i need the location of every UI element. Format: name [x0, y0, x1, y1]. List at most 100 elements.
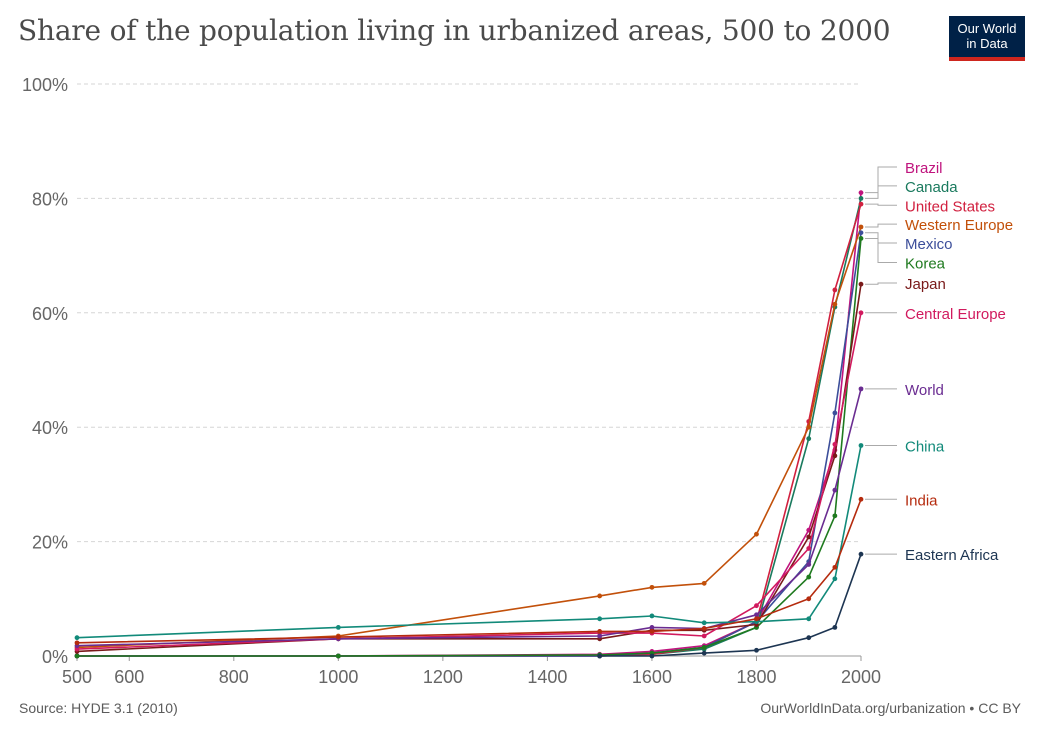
logo-line-1: Our World: [957, 21, 1017, 36]
data-point: [832, 513, 838, 519]
series-line-brazil: [77, 192, 862, 657]
data-point: [806, 534, 812, 540]
data-point: [701, 633, 707, 639]
data-point: [806, 635, 812, 641]
series-world: [74, 386, 864, 649]
data-point: [335, 634, 341, 640]
x-axis: 500 600 800 1000 1200 1400 1600 1800 2000: [62, 655, 881, 687]
label-connectors: [865, 166, 897, 555]
connector-western-europe: [865, 223, 897, 228]
series-line-mexico: [77, 232, 862, 657]
data-point: [649, 653, 655, 659]
series-labels: Brazil Canada United States Western Europe M…: [905, 160, 1013, 564]
data-point: [858, 386, 864, 392]
series-eastern-africa: [597, 551, 864, 659]
y-tick-label: 80%: [32, 189, 68, 209]
data-point: [806, 616, 812, 622]
data-point: [858, 310, 864, 316]
owid-logo[interactable]: Our World in Data: [949, 16, 1025, 61]
data-point: [806, 546, 812, 551]
grid-lines: [77, 83, 861, 543]
data-point: [597, 616, 603, 622]
data-point: [701, 620, 707, 626]
x-tick-label: 500: [62, 667, 92, 687]
x-tick-label: 1600: [632, 667, 672, 687]
data-point: [74, 640, 80, 646]
series-label-korea: Korea: [905, 255, 946, 272]
series-label-central-europe: Central Europe: [905, 306, 1006, 323]
data-point: [701, 580, 707, 586]
data-point: [754, 647, 759, 653]
data-point: [754, 612, 759, 618]
x-tick-label: 800: [219, 667, 249, 687]
data-point: [832, 564, 838, 570]
series-line-western-europe: [76, 226, 862, 649]
data-point: [754, 531, 759, 537]
x-tick-label: 1400: [527, 667, 567, 687]
y-tick-label: 20%: [32, 533, 68, 553]
series-western-europe: [74, 224, 864, 650]
x-tick-label: 1800: [736, 667, 776, 687]
series-label-japan: Japan: [905, 276, 946, 293]
credit-link[interactable]: OurWorldInData.org/urbanization • CC BY: [760, 700, 1021, 716]
x-tick-label: 1200: [423, 667, 463, 687]
data-point: [701, 650, 707, 656]
data-point: [858, 201, 864, 207]
data-point: [858, 443, 864, 448]
data-point: [335, 625, 341, 630]
data-point: [74, 653, 80, 659]
data-point: [832, 576, 838, 582]
data-point: [858, 496, 864, 502]
data-point: [597, 653, 603, 659]
series-central-europe: [74, 310, 864, 652]
data-point: [597, 633, 603, 639]
data-point: [832, 441, 838, 447]
series-label-world: World: [905, 382, 944, 399]
series-label-canada: Canada: [905, 179, 958, 196]
data-point: [832, 410, 838, 416]
series-label-eastern-africa: Eastern Africa: [905, 547, 999, 564]
series-line-eastern-africa: [599, 553, 862, 657]
x-tick-label: 1000: [318, 667, 358, 687]
y-tick-label: 0%: [42, 647, 68, 667]
data-point: [701, 645, 707, 650]
data-point: [858, 196, 864, 201]
series-japan: [74, 281, 864, 654]
series-label-mexico: Mexico: [905, 236, 953, 253]
series-united-states: [74, 201, 864, 659]
series-mexico: [74, 230, 864, 659]
data-point: [74, 646, 80, 652]
data-point: [74, 635, 80, 641]
data-point: [597, 593, 603, 599]
data-point: [806, 424, 812, 430]
data-point: [858, 551, 864, 557]
chart-title: Share of the population living in urbani…: [18, 14, 891, 47]
data-point: [858, 230, 864, 236]
data-point: [832, 625, 838, 630]
data-point: [649, 613, 655, 619]
data-point: [649, 584, 655, 590]
series-brazil: [74, 190, 864, 659]
series-korea: [74, 236, 864, 659]
series-label-india: India: [905, 492, 938, 509]
data-point: [649, 629, 655, 634]
data-point: [806, 574, 812, 580]
connector-mexico: [865, 232, 897, 244]
series-label-united-states: United States: [905, 198, 995, 215]
connector-japan: [865, 282, 897, 285]
data-point: [806, 562, 812, 567]
series-line-central-europe: [76, 312, 862, 650]
y-tick-label: 100%: [22, 75, 68, 95]
data-point: [858, 190, 864, 196]
y-tick-label: 40%: [32, 418, 68, 438]
series-line-india: [76, 499, 862, 644]
data-point: [858, 224, 864, 230]
data-point: [832, 287, 838, 293]
x-tick-label: 600: [114, 667, 144, 687]
series-label-china: China: [905, 439, 945, 456]
data-point: [754, 603, 759, 609]
data-point: [754, 616, 759, 622]
data-point: [858, 236, 864, 241]
series-india: [74, 496, 864, 646]
